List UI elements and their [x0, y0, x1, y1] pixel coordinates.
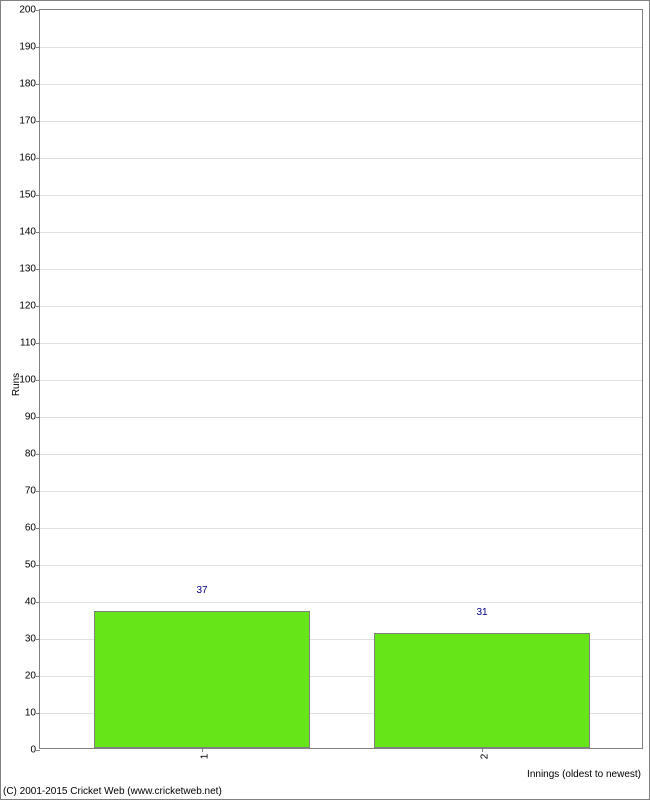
copyright-text: (C) 2001-2015 Cricket Web (www.cricketwe…	[3, 786, 222, 797]
y-tick-label: 70	[25, 486, 40, 497]
y-tick-label: 190	[19, 42, 40, 53]
y-tick-label: 120	[19, 301, 40, 312]
grid-line	[40, 380, 642, 381]
y-tick-label: 30	[25, 634, 40, 645]
y-tick-label: 100	[19, 375, 40, 386]
x-tick-mark	[482, 748, 483, 752]
x-axis-label: Innings (oldest to newest)	[527, 769, 641, 780]
y-tick-label: 50	[25, 560, 40, 571]
x-tick-mark	[202, 748, 203, 752]
chart-frame: 0 10 20 30 40 50 60 70 80 90 100 110 120 130 140 150 160…	[0, 0, 650, 800]
y-tick-label: 130	[19, 264, 40, 275]
y-tick-label: 180	[19, 79, 40, 90]
grid-line	[40, 565, 642, 566]
grid-line	[40, 47, 642, 48]
y-tick-label: 80	[25, 449, 40, 460]
bar	[374, 633, 590, 748]
y-tick-label: 90	[25, 412, 40, 423]
grid-line	[40, 232, 642, 233]
y-tick-label: 150	[19, 190, 40, 201]
grid-line	[40, 454, 642, 455]
y-tick-label: 10	[25, 708, 40, 719]
y-tick-label: 40	[25, 597, 40, 608]
grid-line	[40, 417, 642, 418]
grid-line	[40, 121, 642, 122]
y-tick-label: 20	[25, 671, 40, 682]
bar	[94, 611, 310, 748]
x-tick-label: 1	[194, 754, 211, 760]
grid-line	[40, 195, 642, 196]
grid-line	[40, 343, 642, 344]
bar-value-label: 31	[476, 607, 487, 620]
y-tick-label: 110	[20, 338, 40, 349]
grid-line	[40, 528, 642, 529]
y-tick-label: 160	[19, 153, 40, 164]
grid-line	[40, 269, 642, 270]
bar-value-label: 37	[196, 585, 207, 598]
y-tick-label: 0	[30, 745, 40, 756]
grid-line	[40, 306, 642, 307]
grid-line	[40, 84, 642, 85]
plot-area: 0102030405060708090100110120130140150160…	[39, 9, 643, 749]
grid-line	[40, 602, 642, 603]
y-tick-label: 200	[19, 5, 40, 16]
y-tick-label: 170	[19, 116, 40, 127]
y-axis-label: Runs	[11, 373, 22, 396]
y-tick-label: 60	[25, 523, 40, 534]
y-tick-label: 140	[19, 227, 40, 238]
grid-line	[40, 491, 642, 492]
grid-line	[40, 158, 642, 159]
x-tick-label: 2	[474, 754, 491, 760]
